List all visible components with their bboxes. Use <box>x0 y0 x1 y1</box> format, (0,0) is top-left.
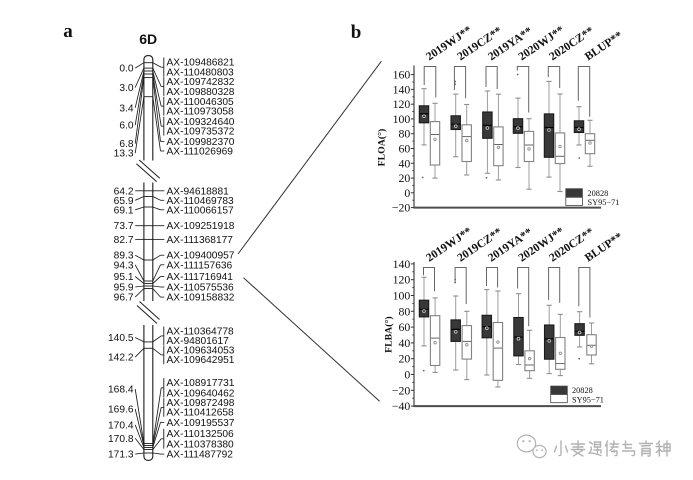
svg-text:120: 120 <box>393 273 411 287</box>
svg-text:−20: −20 <box>392 383 411 397</box>
svg-text:82.7: 82.7 <box>114 235 134 246</box>
svg-text:94.3: 94.3 <box>114 260 134 271</box>
svg-text:0: 0 <box>404 368 410 382</box>
svg-text:AX-110973058: AX-110973058 <box>167 107 235 118</box>
svg-text:170.4: 170.4 <box>108 420 134 431</box>
svg-text:0: 0 <box>404 186 410 200</box>
svg-text:AX-111368177: AX-111368177 <box>167 235 234 246</box>
svg-text:170.8: 170.8 <box>108 434 134 445</box>
svg-text:−20: −20 <box>392 201 411 215</box>
svg-text:95.1: 95.1 <box>114 272 134 283</box>
svg-text:69.1: 69.1 <box>114 205 134 216</box>
svg-text:40: 40 <box>399 336 411 350</box>
svg-text:142.2: 142.2 <box>108 353 134 364</box>
svg-text:SY95−71: SY95−71 <box>572 395 604 404</box>
svg-text:AX-108917731: AX-108917731 <box>167 378 235 389</box>
svg-text:AX-109251918: AX-109251918 <box>167 221 235 232</box>
svg-text:AX-110480803: AX-110480803 <box>167 68 235 79</box>
svg-text:140: 140 <box>393 82 411 96</box>
svg-text:140: 140 <box>393 257 411 271</box>
svg-text:95.9: 95.9 <box>114 283 134 294</box>
svg-text:AX-109742832: AX-109742832 <box>167 77 235 88</box>
svg-text:3.4: 3.4 <box>119 103 133 114</box>
svg-text:20828: 20828 <box>588 189 609 198</box>
svg-text:80: 80 <box>399 304 411 318</box>
svg-text:120: 120 <box>393 97 411 111</box>
svg-text:AX-109195537: AX-109195537 <box>167 418 235 429</box>
svg-text:AX-111487792: AX-111487792 <box>167 450 234 461</box>
svg-text:AX-94801617: AX-94801617 <box>167 336 230 347</box>
svg-text:SY95−71: SY95−71 <box>588 198 620 207</box>
svg-text:AX-109642951: AX-109642951 <box>167 355 235 366</box>
svg-text:20: 20 <box>399 171 411 185</box>
svg-text:AX-109735372: AX-109735372 <box>167 127 235 138</box>
svg-text:AX-109872498: AX-109872498 <box>167 398 235 409</box>
svg-text:13.3: 13.3 <box>114 149 134 160</box>
svg-text:96.7: 96.7 <box>114 293 134 304</box>
svg-text:AX-109400957: AX-109400957 <box>167 251 235 262</box>
svg-text:AX-110066157: AX-110066157 <box>167 205 235 216</box>
svg-text:80: 80 <box>399 127 411 141</box>
svg-text:AX-111157636: AX-111157636 <box>167 260 233 271</box>
svg-text:AX-94618881: AX-94618881 <box>167 186 230 197</box>
svg-text:AX-109324640: AX-109324640 <box>167 117 235 128</box>
svg-text:AX-110412658: AX-110412658 <box>167 408 235 419</box>
svg-text:AX-109880328: AX-109880328 <box>167 87 235 98</box>
svg-text:6.0: 6.0 <box>119 121 133 132</box>
svg-text:0.0: 0.0 <box>119 64 133 75</box>
svg-text:AX-110132506: AX-110132506 <box>167 429 235 440</box>
svg-text:FLBA(°): FLBA(°) <box>384 316 395 353</box>
svg-text:168.4: 168.4 <box>108 385 134 396</box>
svg-text:FLOA(°): FLOA(°) <box>377 129 388 167</box>
svg-text:73.7: 73.7 <box>114 221 134 232</box>
svg-text:64.2: 64.2 <box>114 186 134 197</box>
svg-text:AX-110046305: AX-110046305 <box>167 97 235 108</box>
svg-text:AX-109486821: AX-109486821 <box>167 58 235 69</box>
svg-text:AX-111716941: AX-111716941 <box>167 272 234 283</box>
svg-text:3.0: 3.0 <box>119 83 133 94</box>
svg-text:AX-109640462: AX-109640462 <box>167 388 235 399</box>
svg-text:171.3: 171.3 <box>108 450 134 461</box>
svg-text:160: 160 <box>393 68 411 82</box>
svg-text:AX-111026969: AX-111026969 <box>167 147 234 158</box>
svg-text:100: 100 <box>393 289 411 303</box>
svg-text:AX-109158832: AX-109158832 <box>167 293 235 304</box>
svg-text:−40: −40 <box>392 399 411 413</box>
svg-text:169.6: 169.6 <box>108 405 134 416</box>
svg-text:6.8: 6.8 <box>119 139 133 150</box>
svg-text:b: b <box>351 22 362 43</box>
svg-text:AX-110575536: AX-110575536 <box>167 283 235 294</box>
svg-text:20828: 20828 <box>572 386 593 395</box>
svg-text:AX-109634053: AX-109634053 <box>167 346 235 357</box>
svg-text:AX-110364778: AX-110364778 <box>167 327 235 338</box>
svg-text:AX-110469783: AX-110469783 <box>167 196 235 207</box>
svg-text:a: a <box>63 21 73 42</box>
svg-text:60: 60 <box>399 142 411 156</box>
svg-text:140.5: 140.5 <box>108 333 134 344</box>
svg-text:40: 40 <box>399 156 411 170</box>
svg-text:AX-110378380: AX-110378380 <box>167 440 235 451</box>
svg-text:6D: 6D <box>139 31 157 47</box>
svg-text:100: 100 <box>393 112 411 126</box>
svg-text:AX-109982370: AX-109982370 <box>167 137 235 148</box>
svg-text:20: 20 <box>399 352 411 366</box>
svg-text:60: 60 <box>399 320 411 334</box>
svg-text:65.9: 65.9 <box>114 196 134 207</box>
svg-text:89.3: 89.3 <box>114 251 134 262</box>
